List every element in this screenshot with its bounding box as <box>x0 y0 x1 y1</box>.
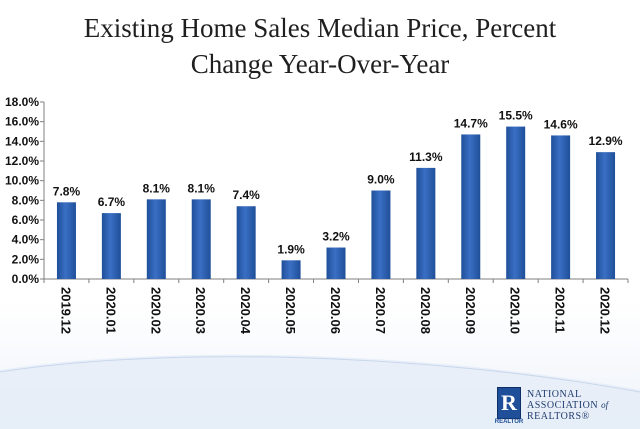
x-tick-label: 2020.02 <box>148 287 163 334</box>
y-tick-label: 12.0% <box>5 154 39 168</box>
x-tick-label: 2019.12 <box>58 287 73 334</box>
x-tick-label: 2020.04 <box>238 287 253 335</box>
bar <box>551 135 571 279</box>
chart-title-line1: Existing Home Sales Median Price, Percen… <box>83 13 557 43</box>
nar-logo-line3-text: REALTORS <box>527 411 582 422</box>
y-tick-label: 14.0% <box>5 134 39 148</box>
realtor-mark-icon: R <box>497 387 521 419</box>
x-tick-label: 2020.07 <box>373 287 388 334</box>
x-tick-label: 2020.12 <box>598 287 613 334</box>
realtor-mark-letter: R <box>501 390 517 415</box>
bar-data-label: 14.6% <box>544 117 578 131</box>
bar <box>506 126 526 279</box>
bar <box>56 202 76 279</box>
bar <box>101 213 121 279</box>
bar <box>371 190 391 279</box>
x-tick-label: 2020.10 <box>508 287 523 334</box>
y-tick-label: 18.0% <box>5 95 39 109</box>
y-tick-label: 8.0% <box>12 193 40 207</box>
bar-data-label: 6.7% <box>98 195 126 209</box>
y-tick-label: 6.0% <box>12 213 40 227</box>
x-tick-label: 2020.06 <box>328 287 343 334</box>
bar <box>146 199 166 279</box>
nar-logo-line2b: of <box>601 400 609 410</box>
y-tick-label: 10.0% <box>5 174 39 188</box>
x-tick-label: 2020.11 <box>553 287 568 333</box>
y-tick-label: 0.0% <box>12 272 40 286</box>
x-tick-label: 2020.09 <box>463 287 478 334</box>
background-swoosh <box>0 354 640 429</box>
y-tick-label: 4.0% <box>12 233 40 247</box>
nar-logo-line2: ASSOCIATION of <box>527 400 608 411</box>
bar-data-label: 7.8% <box>53 184 81 198</box>
bar <box>281 260 301 279</box>
x-tick-label: 2020.05 <box>283 287 298 334</box>
y-tick-label: 2.0% <box>12 252 40 266</box>
bar <box>596 152 616 279</box>
nar-logo-line2a: ASSOCIATION <box>527 400 599 411</box>
bar-data-label: 3.2% <box>322 230 350 244</box>
x-tick-label: 2020.03 <box>193 287 208 334</box>
nar-logo-text: NATIONAL ASSOCIATION of REALTORS® <box>527 389 608 422</box>
bar-data-label: 1.9% <box>277 242 305 256</box>
bar-data-label: 12.9% <box>589 134 623 148</box>
nar-logo: R REALTOR NATIONAL ASSOCIATION of REALTO… <box>494 387 627 427</box>
bar <box>461 134 481 279</box>
bar <box>236 206 256 279</box>
bar-data-label: 8.1% <box>188 181 216 195</box>
bar <box>191 199 211 279</box>
nar-logo-line3: REALTORS® <box>527 411 590 422</box>
bar-data-label: 8.1% <box>143 181 171 195</box>
x-tick-label: 2020.08 <box>418 287 433 334</box>
bar <box>326 247 346 279</box>
chart-title: Existing Home Sales Median Price, Percen… <box>0 10 640 82</box>
y-tick-label: 16.0% <box>5 115 39 129</box>
bar-data-label: 11.3% <box>409 150 443 164</box>
bar-data-label: 9.0% <box>367 173 395 187</box>
bar <box>416 167 436 279</box>
x-tick-label: 2020.01 <box>103 287 118 334</box>
nar-logo-line1: NATIONAL <box>527 389 582 400</box>
bar-data-label: 14.7% <box>454 116 488 130</box>
chart-title-line2: Change Year-Over-Year <box>190 49 450 79</box>
bar-data-label: 7.4% <box>232 188 260 202</box>
bar-data-label: 15.5% <box>499 109 533 123</box>
realtor-mark-caption: REALTOR <box>494 419 524 425</box>
